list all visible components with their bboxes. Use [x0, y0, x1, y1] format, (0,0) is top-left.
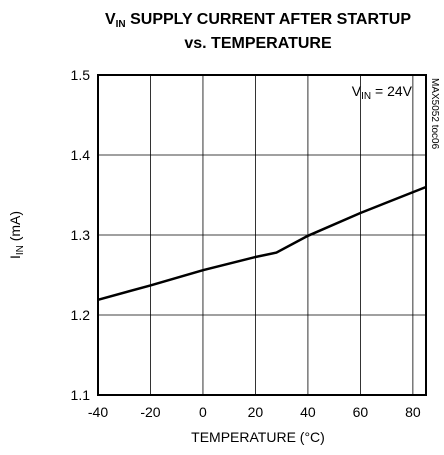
x-tick-label: -40: [88, 404, 108, 420]
y-label-rest: (mA): [7, 211, 23, 245]
x-tick-label: 80: [405, 404, 421, 420]
x-tick-label: -20: [140, 404, 160, 420]
y-tick-label: 1.4: [71, 147, 91, 163]
x-axis-label: TEMPERATURE (°C): [191, 429, 325, 445]
chart-title: VIN SUPPLY CURRENT AFTER STARTUP: [105, 11, 411, 30]
title-rest: SUPPLY CURRENT AFTER STARTUP: [126, 11, 412, 28]
x-tick-label: 40: [300, 404, 316, 420]
x-tick-label: 0: [199, 404, 207, 420]
y-tick-label: 1.5: [71, 67, 91, 83]
x-tick-label: 60: [353, 404, 369, 420]
annotation-rest: = 24V: [371, 83, 413, 99]
y-label-subscript: IN: [15, 245, 26, 255]
title-subscript: IN: [116, 19, 126, 30]
annotation-symbol: V: [352, 83, 362, 99]
side-note: MAX5052 toc06: [429, 78, 440, 150]
data-line: [97, 185, 427, 302]
y-axis-label: IIN (mA): [7, 211, 26, 259]
y-tick-label: 1.2: [71, 307, 91, 323]
plot-frame: [97, 74, 427, 396]
y-tick-label: 1.3: [71, 227, 91, 243]
chart-title-line2: vs. TEMPERATURE: [184, 35, 332, 52]
title-symbol: V: [105, 11, 116, 28]
y-label-symbol: I: [7, 255, 23, 259]
x-tick-label: 20: [248, 404, 264, 420]
y-tick-label: 1.1: [71, 387, 91, 403]
annotation: VIN = 24V: [352, 83, 413, 102]
annotation-subscript: IN: [361, 91, 371, 102]
